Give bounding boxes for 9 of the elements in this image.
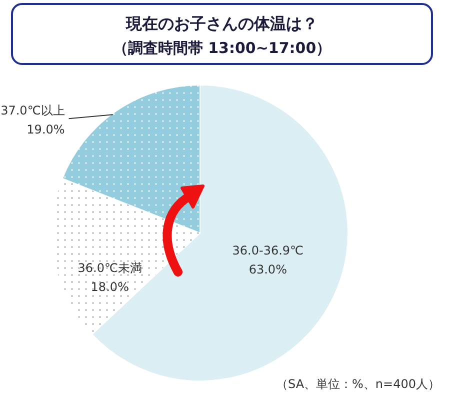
- slice-label: 37.0℃以上: [0, 104, 65, 118]
- chart-subtitle: （調査時間帯 13:00~17:00）: [112, 39, 332, 57]
- slice-label: 36.0℃未満: [78, 261, 142, 276]
- chart-title: 現在のお子さんの体温は？: [125, 14, 318, 33]
- text: （SA、単位：%、n=400人）: [276, 377, 440, 391]
- data-label: 63.0%: [248, 262, 287, 276]
- slice-label: 36.0-36.9℃: [232, 243, 304, 258]
- data-label: 19.0%: [26, 122, 65, 137]
- data-label: 18.0%: [90, 280, 129, 294]
